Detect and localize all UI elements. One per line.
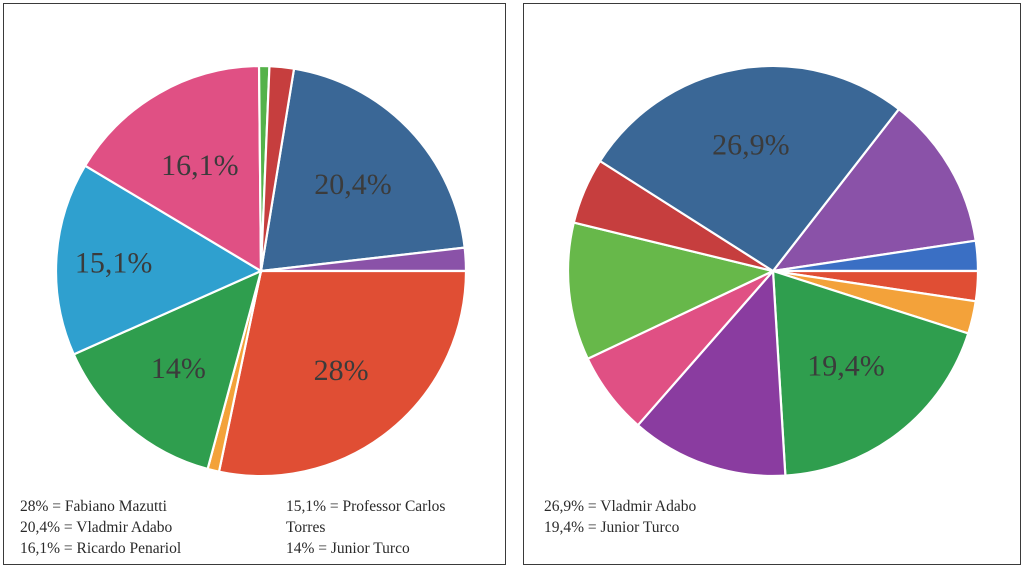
legend-entry: 28% = Fabiano Mazutti [20,498,167,515]
pie-slice [566,221,777,361]
pie-slice [636,268,787,478]
left-pie-chart: 20,4% 28% 14% 15,1% 16,1% [54,64,468,478]
slice-data-label: 15,1% [75,247,153,280]
slice-data-label: 28% [314,354,369,387]
legend-entry: 19,4% = Junior Turco [544,519,680,536]
legend-entry: 14% = Junior Turco [286,540,410,557]
legend-entry: 16,1% = Ricardo Penariol [20,540,182,557]
right-legend-col1: 26,9% = Vladmir Adabo 19,4% = Junior Tur… [544,496,696,538]
slice-data-label: 19,4% [807,349,885,382]
left-chart-panel: 20,4% 28% 14% 15,1% 16,1% 28% = Fabiano Mazu… [3,3,506,565]
pie-slice [72,269,263,471]
pie-slice [217,269,468,478]
pie-slice [259,65,296,272]
legend-entry: Torres [286,519,326,536]
slice-data-label: 20,4% [314,168,392,201]
pie-slice [598,64,901,273]
left-legend-col1: 28% = Fabiano Mazutti 20,4% = Vladmir Ad… [20,496,181,559]
right-chart-panel: 19,4% 26,9% 26,9% = Vladmir Adabo 19,4% =… [523,3,1021,565]
legend-entry: 20,4% = Vladmir Adabo [20,519,173,536]
slice-data-label: 14% [151,352,206,385]
pie-slice [771,269,970,477]
right-pie-chart: 19,4% 26,9% [566,64,980,478]
slice-data-label: 26,9% [712,128,790,161]
pie-slice [259,67,466,273]
left-legend-col2: 15,1% = Professor Carlos Torres 14% = Ju… [286,496,445,559]
legend-entry: 15,1% = Professor Carlos [286,498,446,515]
pie-slice [83,64,263,273]
legend-entry: 26,9% = Vladmir Adabo [544,498,697,515]
slice-data-label: 16,1% [161,149,239,182]
pie-slice [54,164,264,356]
pie-slice [770,107,977,273]
